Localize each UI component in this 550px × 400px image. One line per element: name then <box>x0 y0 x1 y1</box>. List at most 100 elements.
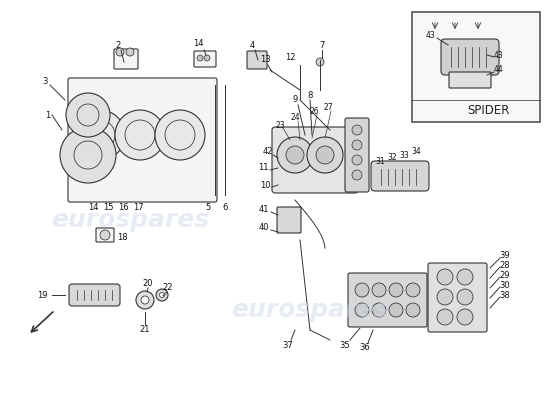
Text: 35: 35 <box>340 340 350 350</box>
Text: 22: 22 <box>163 284 173 292</box>
Text: 18: 18 <box>117 232 127 242</box>
Text: 36: 36 <box>360 344 370 352</box>
Text: 14: 14 <box>192 40 204 48</box>
Circle shape <box>197 55 203 61</box>
FancyBboxPatch shape <box>412 12 540 122</box>
FancyBboxPatch shape <box>194 51 216 67</box>
Circle shape <box>437 269 453 285</box>
Text: 38: 38 <box>499 290 510 300</box>
Text: 6: 6 <box>222 202 228 212</box>
Text: 27: 27 <box>323 104 333 112</box>
Text: 11: 11 <box>258 164 268 172</box>
Text: 29: 29 <box>500 270 510 280</box>
Text: 30: 30 <box>500 280 510 290</box>
Circle shape <box>60 127 116 183</box>
Circle shape <box>352 125 362 135</box>
Text: 23: 23 <box>275 120 285 130</box>
Circle shape <box>457 309 473 325</box>
Circle shape <box>457 269 473 285</box>
Text: 3: 3 <box>42 78 48 86</box>
Circle shape <box>307 137 343 173</box>
Circle shape <box>457 289 473 305</box>
FancyBboxPatch shape <box>69 284 120 306</box>
Circle shape <box>66 93 110 137</box>
Circle shape <box>355 283 369 297</box>
Circle shape <box>136 291 154 309</box>
Text: 17: 17 <box>133 202 144 212</box>
Text: 40: 40 <box>258 224 270 232</box>
Text: 5: 5 <box>205 202 211 212</box>
Circle shape <box>355 303 369 317</box>
Text: 7: 7 <box>320 40 324 50</box>
Text: 9: 9 <box>293 96 298 104</box>
Circle shape <box>316 58 324 66</box>
Circle shape <box>372 283 386 297</box>
Text: 43: 43 <box>493 50 503 60</box>
FancyBboxPatch shape <box>371 161 429 191</box>
Text: 19: 19 <box>37 290 47 300</box>
Text: 2: 2 <box>116 40 120 50</box>
Text: 21: 21 <box>140 326 150 334</box>
Text: 16: 16 <box>118 202 128 212</box>
Text: 33: 33 <box>399 150 409 160</box>
Circle shape <box>155 110 205 160</box>
FancyBboxPatch shape <box>96 228 114 242</box>
FancyBboxPatch shape <box>247 51 267 69</box>
FancyBboxPatch shape <box>68 78 217 202</box>
Text: 14: 14 <box>88 202 98 212</box>
Circle shape <box>352 170 362 180</box>
Circle shape <box>406 283 420 297</box>
Text: 4: 4 <box>249 40 255 50</box>
Text: 24: 24 <box>290 114 300 122</box>
Text: 1: 1 <box>45 110 51 120</box>
FancyBboxPatch shape <box>348 273 427 327</box>
Circle shape <box>372 303 386 317</box>
Text: SPIDER: SPIDER <box>468 104 510 116</box>
Circle shape <box>316 146 334 164</box>
Circle shape <box>389 303 403 317</box>
Text: 28: 28 <box>500 260 510 270</box>
FancyBboxPatch shape <box>114 49 138 69</box>
Circle shape <box>277 137 313 173</box>
Text: 8: 8 <box>307 90 313 100</box>
Text: 31: 31 <box>375 158 385 166</box>
FancyBboxPatch shape <box>277 207 301 233</box>
Circle shape <box>141 296 149 304</box>
Text: 26: 26 <box>309 108 319 116</box>
Circle shape <box>116 48 124 56</box>
Text: eurospares: eurospares <box>51 208 209 232</box>
Circle shape <box>352 140 362 150</box>
FancyBboxPatch shape <box>428 263 487 332</box>
Circle shape <box>204 55 210 61</box>
FancyBboxPatch shape <box>345 118 369 192</box>
FancyBboxPatch shape <box>272 127 358 193</box>
Text: 10: 10 <box>260 180 270 190</box>
FancyBboxPatch shape <box>449 72 491 88</box>
FancyBboxPatch shape <box>441 39 499 75</box>
Text: 15: 15 <box>103 202 113 212</box>
Circle shape <box>156 289 168 301</box>
Text: 43: 43 <box>425 30 435 40</box>
Circle shape <box>115 110 165 160</box>
Circle shape <box>100 230 110 240</box>
Circle shape <box>437 289 453 305</box>
Text: 12: 12 <box>285 54 295 62</box>
Text: 39: 39 <box>500 250 510 260</box>
Text: 32: 32 <box>387 154 397 162</box>
Text: 41: 41 <box>258 206 270 214</box>
Circle shape <box>286 146 304 164</box>
Circle shape <box>75 110 125 160</box>
Text: 44: 44 <box>493 66 503 74</box>
Circle shape <box>389 283 403 297</box>
Circle shape <box>406 303 420 317</box>
Text: 34: 34 <box>411 148 421 156</box>
Text: 42: 42 <box>263 148 273 156</box>
Circle shape <box>352 155 362 165</box>
Text: eurospares: eurospares <box>231 298 389 322</box>
Text: 13: 13 <box>260 56 270 64</box>
Circle shape <box>437 309 453 325</box>
Circle shape <box>126 48 134 56</box>
Text: 37: 37 <box>283 340 293 350</box>
Text: 20: 20 <box>143 278 153 288</box>
Circle shape <box>160 292 164 298</box>
